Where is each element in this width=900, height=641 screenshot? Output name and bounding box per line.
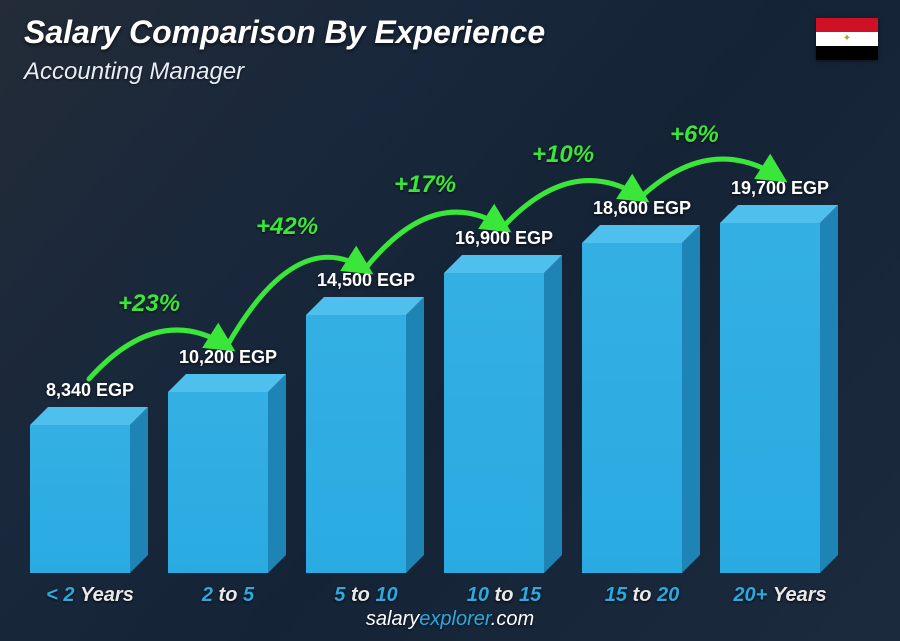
x-axis-label: 2 to 5 xyxy=(158,584,298,607)
bar-top xyxy=(30,407,148,425)
bar-top xyxy=(582,225,700,243)
bar-value-label: 10,200 EGP xyxy=(158,347,298,368)
bar-1: 10,200 EGP2 to 5 xyxy=(168,392,288,573)
x-axis-label: 20+ Years xyxy=(710,584,850,607)
increase-label: +42% xyxy=(256,213,318,241)
page-title: Salary Comparison By Experience xyxy=(24,14,545,51)
increase-label: +10% xyxy=(532,141,594,169)
bar-value-label: 19,700 EGP xyxy=(710,178,850,199)
increase-label: +23% xyxy=(118,290,180,318)
bar-side xyxy=(268,374,286,573)
bar-value-label: 18,600 EGP xyxy=(572,198,712,219)
bar-top xyxy=(168,374,286,392)
bar-side xyxy=(406,297,424,573)
eagle-emblem-icon: ✦ xyxy=(816,32,878,46)
footer-brand: salaryexplorer.com xyxy=(0,608,900,631)
bar-side xyxy=(130,407,148,573)
bar-chart: 8,340 EGP< 2 Years10,200 EGP2 to 514,500… xyxy=(30,113,860,573)
bar-front xyxy=(30,425,130,573)
bar-side xyxy=(544,255,562,573)
bar-value-label: 16,900 EGP xyxy=(434,228,574,249)
brand-part-a: salary xyxy=(366,608,419,630)
bar-front xyxy=(306,315,406,573)
bar-4: 18,600 EGP15 to 20 xyxy=(582,243,702,573)
bar-top xyxy=(306,297,424,315)
page-subtitle: Accounting Manager xyxy=(24,58,244,86)
x-axis-label: < 2 Years xyxy=(20,584,160,607)
bar-side xyxy=(820,205,838,573)
bar-value-label: 8,340 EGP xyxy=(20,380,160,401)
flag-stripe-black xyxy=(816,46,878,60)
x-axis-label: 15 to 20 xyxy=(572,584,712,607)
bar-front xyxy=(582,243,682,573)
bar-5: 19,700 EGP20+ Years xyxy=(720,223,840,573)
bar-front xyxy=(444,273,544,573)
bar-top xyxy=(444,255,562,273)
bar-value-label: 14,500 EGP xyxy=(296,270,436,291)
infographic-canvas: Salary Comparison By Experience Accounti… xyxy=(0,0,900,641)
bar-front xyxy=(168,392,268,573)
country-flag-egypt: ✦ xyxy=(816,18,878,60)
bar-2: 14,500 EGP5 to 10 xyxy=(306,315,426,573)
x-axis-label: 5 to 10 xyxy=(296,584,436,607)
flag-stripe-red xyxy=(816,18,878,32)
increase-label: +17% xyxy=(394,171,456,199)
brand-part-b: explorer xyxy=(419,608,491,630)
bar-side xyxy=(682,225,700,573)
bar-front xyxy=(720,223,820,573)
x-axis-label: 10 to 15 xyxy=(434,584,574,607)
bar-top xyxy=(720,205,838,223)
brand-suffix: .com xyxy=(491,608,534,630)
bar-3: 16,900 EGP10 to 15 xyxy=(444,273,564,573)
increase-label: +6% xyxy=(670,121,719,149)
bar-0: 8,340 EGP< 2 Years xyxy=(30,425,150,573)
